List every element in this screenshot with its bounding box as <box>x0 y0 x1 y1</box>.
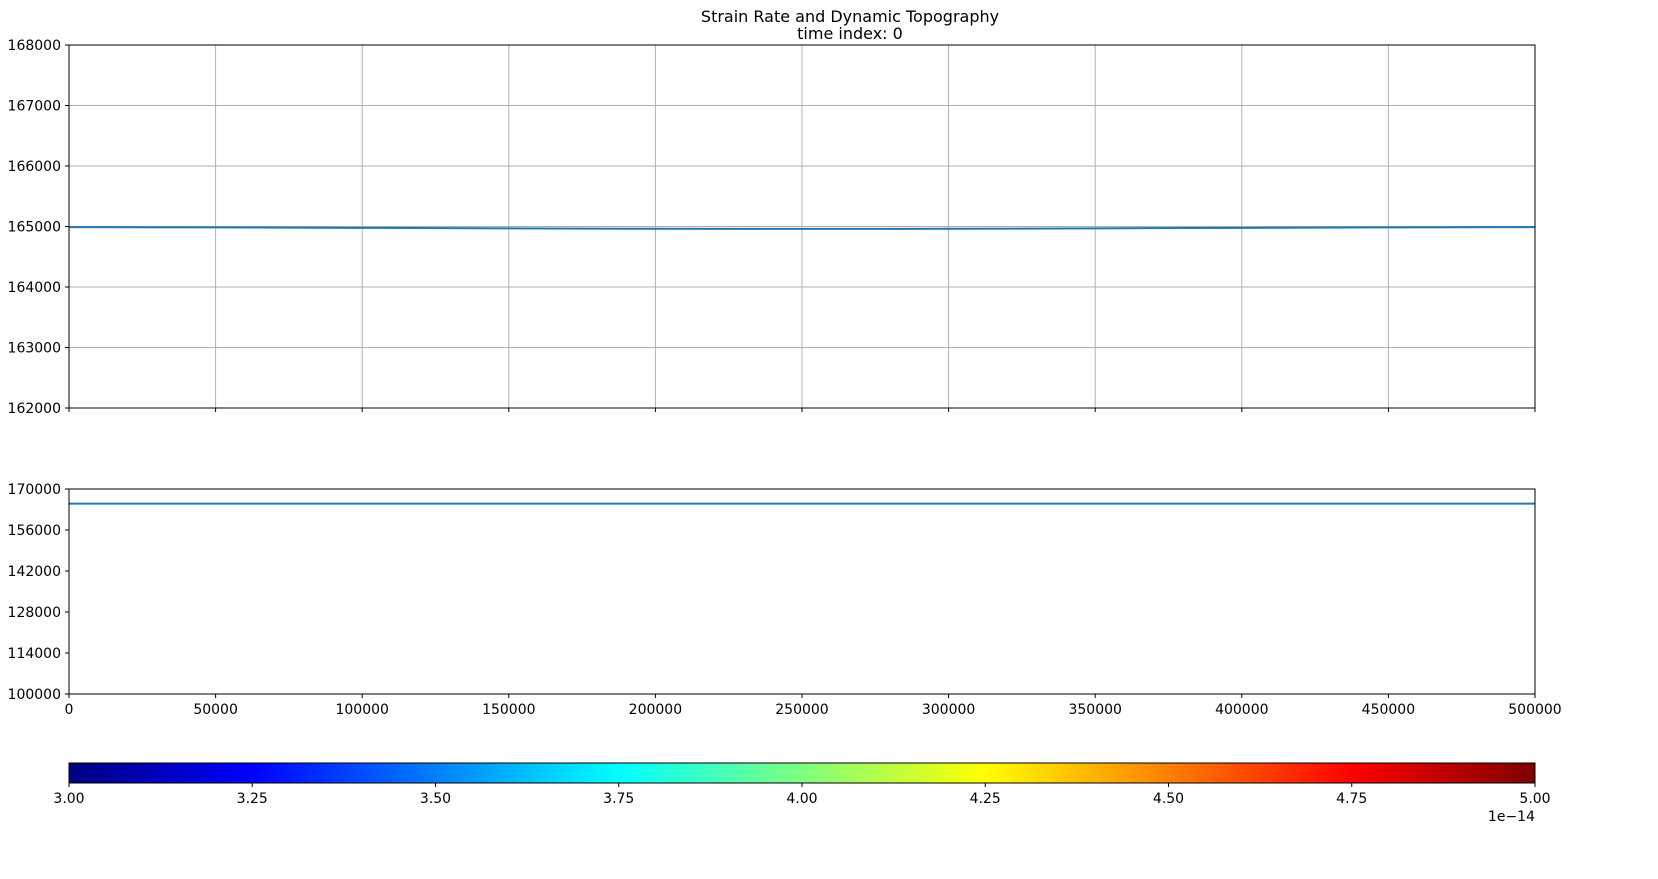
bottom-panel-axes: 100000 114000 128000 142000 156000 170000 0 50… <box>8 482 1562 718</box>
colorbar-gradient <box>68 762 1536 784</box>
colorbar-ticks: 3.00 3.25 3.50 3.75 4.00 4.25 4.50 4.75 5.00 <box>53 783 1551 807</box>
top-panel-y-tick-label: 165000 <box>8 220 61 236</box>
bottom-panel-frame <box>68 488 1536 695</box>
colorbar-tick-label: 3.75 <box>603 791 634 807</box>
bottom-panel-y-tick-label: 114000 <box>8 646 61 662</box>
bottom-panel-x-tick-label: 50000 <box>193 702 238 718</box>
bottom-panel-y-tick-label: 156000 <box>8 523 61 539</box>
bottom-panel-x-tick-label: 500000 <box>1508 702 1561 718</box>
colorbar-tick-label: 3.25 <box>237 791 268 807</box>
bottom-panel-x-tick-label: 0 <box>65 702 74 718</box>
colorbar-tick-label: 4.50 <box>1153 791 1184 807</box>
top-panel-y-ticks: 162000 163000 164000 165000 166000 167000 1680… <box>8 38 69 417</box>
bottom-panel-x-tick-label: 250000 <box>775 702 828 718</box>
figure-title: Strain Rate and Dynamic Topography <box>701 7 999 26</box>
bottom-panel-y-tick-label: 142000 <box>8 564 61 580</box>
top-panel-y-tick-label: 167000 <box>8 99 61 115</box>
top-panel-series <box>68 226 1536 230</box>
top-panel-x-ticks <box>68 408 1536 412</box>
colorbar-tick-label: 3.00 <box>53 791 84 807</box>
colorbar-tick-label: 4.25 <box>970 791 1001 807</box>
top-panel-y-tick-label: 162000 <box>8 401 61 417</box>
colorbar-tick-label: 4.00 <box>786 791 817 807</box>
bottom-panel-x-tick-label: 350000 <box>1068 702 1121 718</box>
bottom-panel-x-tick-label: 450000 <box>1362 702 1415 718</box>
top-panel-y-tick-label: 164000 <box>8 280 61 296</box>
top-panel-y-tick-label: 166000 <box>8 159 61 175</box>
figure-subtitle: time index: 0 <box>797 24 903 43</box>
top-panel-grid <box>68 44 1536 409</box>
colorbar-tick-label: 3.50 <box>420 791 451 807</box>
bottom-panel-y-ticks: 100000 114000 128000 142000 156000 170000 <box>8 482 69 703</box>
colorbar-offset-text: 1e−14 <box>1488 809 1535 825</box>
top-panel-y-tick-label: 168000 <box>8 38 61 54</box>
top-panel-series-line <box>68 226 1536 230</box>
bottom-panel-x-tick-label: 400000 <box>1215 702 1268 718</box>
bottom-panel-y-tick-label: 100000 <box>8 687 61 703</box>
bottom-panel-y-tick-label: 128000 <box>8 605 61 621</box>
colorbar-tick-label: 5.00 <box>1519 791 1550 807</box>
top-panel-y-tick-label: 163000 <box>8 341 61 357</box>
bottom-panel-y-tick-label: 170000 <box>8 482 61 498</box>
bottom-panel-x-tick-label: 300000 <box>922 702 975 718</box>
top-panel-frame <box>68 44 1536 409</box>
bottom-panel-x-ticks: 0 50000 100000 150000 200000 250000 300000 3500… <box>65 694 1562 718</box>
top-panel-axes: 162000 163000 164000 165000 166000 167000 1680… <box>8 38 1536 417</box>
bottom-panel-x-tick-label: 100000 <box>335 702 388 718</box>
bottom-panel-x-tick-label: 150000 <box>482 702 535 718</box>
colorbar-tick-label: 4.75 <box>1336 791 1367 807</box>
colorbar: 3.00 3.25 3.50 3.75 4.00 4.25 4.50 4.75 5.00 1e−… <box>53 762 1551 825</box>
bottom-panel-x-tick-label: 200000 <box>629 702 682 718</box>
